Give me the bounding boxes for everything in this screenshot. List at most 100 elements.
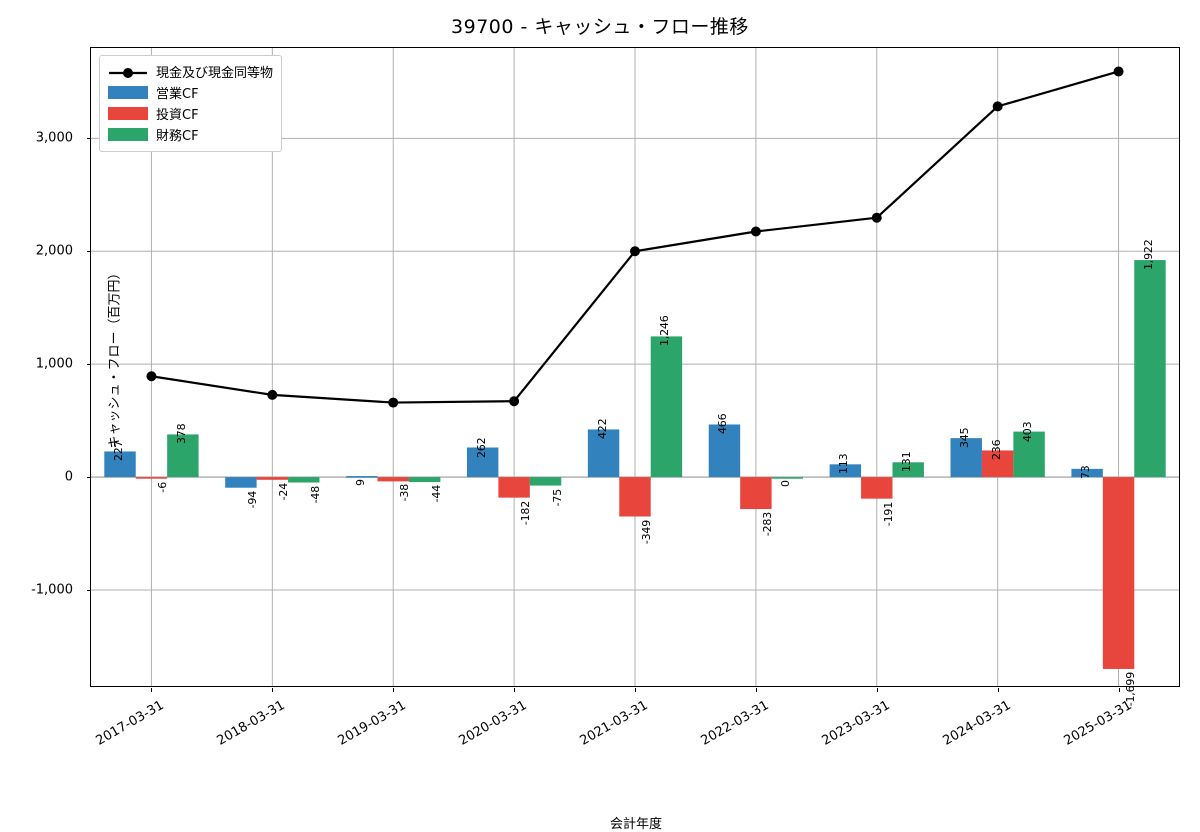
- y-tick-label: 3,000: [35, 130, 73, 146]
- bar-value-label: -24: [277, 482, 291, 501]
- cash-line-marker[interactable]: [146, 371, 157, 382]
- bar-営業CF[interactable]: [950, 438, 982, 478]
- plot-canvas: [91, 48, 1179, 686]
- bar-value-label: -94: [245, 490, 259, 509]
- bars-layer: [104, 260, 1166, 669]
- bar-投資CF[interactable]: [981, 450, 1014, 478]
- y-tick-mark: [87, 364, 91, 366]
- bar-value-label: 1,922: [1141, 239, 1155, 271]
- bar-財務CF[interactable]: [1134, 260, 1166, 478]
- bar-営業CF[interactable]: [1071, 468, 1103, 478]
- x-tick-mark: [514, 688, 516, 692]
- bar-value-label: 378: [174, 424, 188, 445]
- bar-value-label: -44: [429, 485, 443, 503]
- bar-投資CF[interactable]: [135, 477, 168, 479]
- bar-投資CF[interactable]: [498, 477, 530, 498]
- bar-投資CF[interactable]: [256, 477, 289, 480]
- plot-area: -1,000 0 1,000 2,000 3,000 2017-03-31 2018-03…: [31, 47, 1180, 832]
- legend-label: 営業CF: [156, 87, 199, 102]
- y-tick-mark: [87, 590, 91, 592]
- x-tick-label: 2023-03-31: [819, 698, 893, 749]
- x-tick-label: 2019-03-31: [335, 698, 409, 749]
- bar-value-label: 466: [716, 414, 730, 435]
- x-tick-label: 2021-03-31: [577, 698, 651, 749]
- x-tick-mark: [151, 688, 153, 692]
- bar-財務CF[interactable]: [892, 462, 924, 478]
- bar-投資CF[interactable]: [861, 477, 893, 499]
- cash-line-marker[interactable]: [509, 396, 520, 407]
- bar-value-label: -182: [519, 500, 533, 525]
- bar-value-label: 422: [595, 419, 609, 440]
- bar-投資CF[interactable]: [377, 477, 409, 482]
- y-tick-label: 1,000: [35, 356, 73, 372]
- legend-line-icon: [108, 65, 148, 79]
- legend-item[interactable]: 投資CF: [108, 103, 273, 124]
- bar-value-label: -6: [156, 481, 170, 493]
- cash-line-marker[interactable]: [871, 212, 882, 223]
- bar-value-label: -283: [760, 512, 774, 537]
- bar-営業CF[interactable]: [708, 424, 741, 478]
- bar-財務CF[interactable]: [529, 477, 562, 486]
- cash-line-marker[interactable]: [1113, 66, 1124, 77]
- bar-投資CF[interactable]: [1102, 477, 1135, 669]
- bar-財務CF[interactable]: [1013, 431, 1045, 478]
- bar-value-label: 1,246: [658, 315, 672, 347]
- bar-投資CF[interactable]: [740, 477, 772, 510]
- y-tick-mark: [87, 477, 91, 479]
- bar-財務CF[interactable]: [288, 477, 320, 483]
- bar-value-label: 236: [989, 440, 1003, 461]
- bar-投資CF[interactable]: [619, 477, 651, 517]
- x-tick-mark: [755, 688, 757, 692]
- x-tick-mark: [393, 688, 395, 692]
- bar-財務CF[interactable]: [650, 336, 683, 478]
- legend-color-swatch: [108, 127, 148, 141]
- bar-value-label: -349: [640, 519, 653, 544]
- bar-value-label: 262: [474, 437, 488, 458]
- x-axis-label: 会計年度: [609, 817, 662, 832]
- bar-value-label: 0: [779, 480, 793, 488]
- legend-item[interactable]: 現金及び現金同等物: [108, 61, 273, 82]
- bar-営業CF[interactable]: [346, 476, 378, 478]
- y-tick-label: -1,000: [31, 582, 73, 598]
- y-tick-mark: [87, 251, 91, 253]
- x-tick-mark: [272, 688, 274, 692]
- cash-line-marker[interactable]: [267, 389, 278, 400]
- chart-title: 39700 - キャッシュ・フロー推移: [451, 16, 749, 38]
- y-tick-mark: [87, 138, 91, 140]
- cash-line-marker[interactable]: [630, 246, 640, 257]
- cash-line-marker[interactable]: [388, 397, 399, 408]
- bar-財務CF[interactable]: [167, 434, 199, 478]
- cash-line-marker[interactable]: [992, 101, 1003, 112]
- bar-value-label: 227: [112, 441, 125, 462]
- bar-営業CF[interactable]: [466, 447, 499, 478]
- bar-value-label: 73: [1079, 465, 1093, 479]
- bar-value-label: -48: [308, 485, 322, 503]
- bar-財務CF[interactable]: [408, 477, 441, 483]
- x-tick-label: 2025-03-31: [1061, 698, 1135, 749]
- bar-value-label: -38: [398, 484, 412, 502]
- x-tick-mark: [635, 688, 636, 692]
- bar-営業CF[interactable]: [829, 464, 862, 478]
- bar-営業CF[interactable]: [225, 477, 257, 488]
- legend-swatch-icon: [108, 127, 148, 142]
- cash-line-layer: [146, 66, 1124, 408]
- cash-line-marker[interactable]: [750, 226, 761, 237]
- x-tick-mark: [997, 688, 999, 692]
- legend-item[interactable]: 営業CF: [108, 82, 273, 103]
- bar-財務CF[interactable]: [771, 477, 804, 479]
- bar-value-label: -1,699: [1123, 671, 1137, 707]
- legend-swatch-icon: [108, 85, 148, 100]
- bar-value-label: 403: [1021, 421, 1035, 442]
- chart-legend: 現金及び現金同等物営業CF 投資CF 財務CF: [99, 55, 283, 152]
- x-tick-mark: [876, 688, 878, 692]
- bar-営業CF[interactable]: [104, 451, 136, 478]
- bar-value-label: -75: [550, 488, 564, 506]
- legend-color-swatch: [108, 85, 148, 99]
- x-tick-label: 2022-03-31: [698, 698, 772, 749]
- bar-営業CF[interactable]: [587, 429, 620, 478]
- legend-item[interactable]: 財務CF: [108, 124, 273, 145]
- x-tick-mark: [1118, 688, 1120, 692]
- cash-flow-chart-figure: 39700 - キャッシュ・フロー推移 -1,000 0 1,000 2,000 3,0…: [31, 16, 1180, 832]
- y-tick-label: 2,000: [35, 243, 73, 259]
- y-tick-label: 0: [64, 469, 73, 485]
